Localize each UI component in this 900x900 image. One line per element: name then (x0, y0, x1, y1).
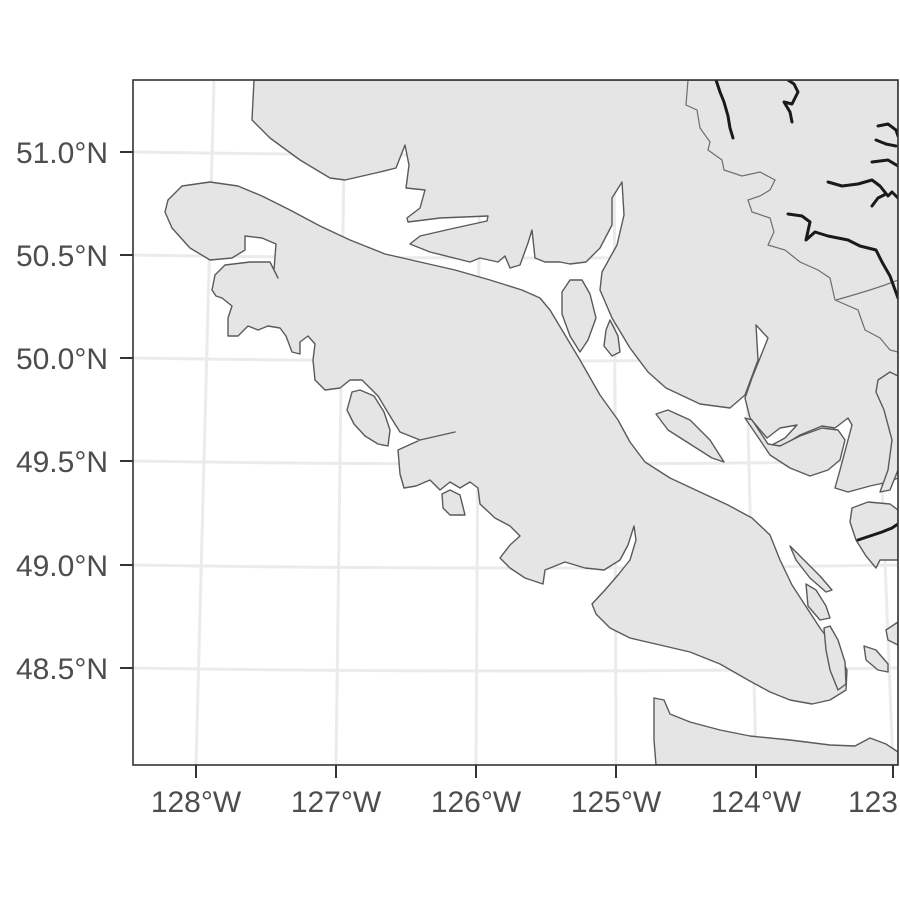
river-1 (714, 80, 735, 140)
y-axis-labels: 51.0°N 50.5°N 50.0°N 49.5°N 49.0°N 48.5°… (16, 137, 108, 686)
island-texada (655, 409, 725, 463)
island-cortes (603, 319, 621, 357)
y-axis-ticks (120, 151, 133, 669)
island-quadra (561, 279, 597, 353)
island-nootka (346, 389, 391, 447)
river-3 (826, 122, 898, 208)
x-axis-ticks (195, 765, 894, 778)
island-east-1 (863, 645, 889, 673)
lat-label-49-5: 49.5°N (16, 446, 108, 479)
river-5 (856, 522, 898, 542)
mainland-east-nook (875, 371, 898, 493)
lat-label-50-0: 50.0°N (16, 343, 108, 376)
lon-label-127: 127°W (291, 786, 382, 819)
island-small-west (441, 489, 466, 516)
island-gulf-2 (805, 583, 831, 621)
island-east-2 (885, 621, 898, 646)
olympic-peninsula (653, 697, 898, 765)
map-panel-border (132, 79, 899, 766)
lon-label-128: 128°W (151, 786, 242, 819)
regional-boundary-2 (835, 279, 898, 301)
lat-label-50-5: 50.5°N (16, 240, 108, 273)
lon-label-126: 126°W (431, 786, 522, 819)
regional-boundary-1 (685, 80, 898, 353)
river-2 (782, 80, 800, 124)
vancouver-island (164, 181, 848, 705)
island-gulf-3 (823, 625, 847, 691)
lon-label-125: 125°W (571, 786, 662, 819)
lon-label-124: 124°W (711, 786, 802, 819)
sunshine-coast (744, 417, 846, 477)
lat-label-49-0: 49.0°N (16, 550, 108, 583)
island-gulf-1 (789, 545, 833, 593)
lon-label-123: 123 (848, 786, 898, 819)
x-axis-labels: 128°W 127°W 126°W 125°W 124°W 123 (151, 786, 898, 819)
lat-label-48-5: 48.5°N (16, 653, 108, 686)
river-4 (786, 212, 898, 300)
graticule-lon-127 (334, 80, 347, 765)
lat-label-51-0: 51.0°N (16, 137, 108, 170)
